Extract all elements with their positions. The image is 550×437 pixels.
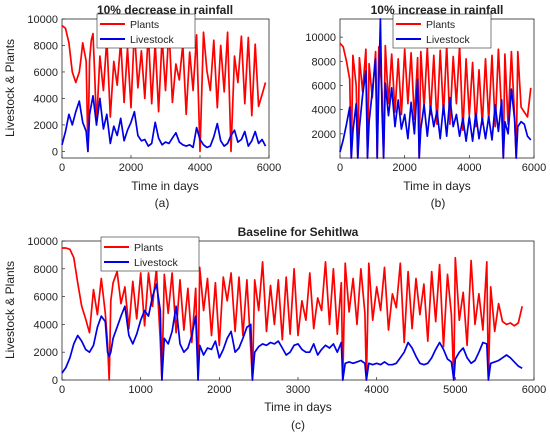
- y-tick-label: 4000: [34, 93, 58, 105]
- legend-b: Plants Livestock: [392, 13, 492, 49]
- y-axis-label-c: Livestock & Plants: [3, 261, 17, 359]
- y-tick-label: 0: [52, 375, 58, 387]
- panel-a: 0 2000 4000 6000 0 2000 4000 6000 8000 10000 10%…: [3, 3, 281, 210]
- x-tick-labels-b: 0 2000 4000 6000: [337, 155, 546, 174]
- legend-label-plants-b: Plants: [426, 19, 455, 31]
- y-tick-label: 4000: [312, 105, 336, 117]
- y-tick-label: 2000: [34, 120, 58, 132]
- x-axis-label-a: Time in days: [131, 179, 199, 193]
- y-tick-labels-b: 2000 4000 6000 8000 10000: [305, 32, 343, 141]
- panel-c: 0 1000 2000 3000 4000 5000 6000 0 2000 4000 6000 8…: [3, 225, 546, 432]
- y-tick-labels-c: 0 2000 4000 6000 8000 10000: [27, 236, 65, 387]
- x-tick-labels-c: 0 1000 2000 3000 4000 5000 6000: [59, 377, 546, 396]
- x-tick-label: 2000: [207, 384, 231, 396]
- panel-b: 0 2000 4000 6000 2000 4000 6000 8000 10000 10% …: [305, 3, 546, 210]
- caption-a: (a): [155, 196, 170, 210]
- y-tick-label: 8000: [312, 56, 336, 68]
- y-tick-label: 4000: [34, 319, 58, 331]
- x-tick-label: 3000: [286, 384, 310, 396]
- y-tick-label: 0: [52, 146, 58, 158]
- chart-title-c: Baseline for Sehitlwa: [238, 225, 359, 239]
- series-lines-c: [61, 247, 524, 381]
- x-tick-label: 4000: [364, 384, 388, 396]
- x-tick-label: 4000: [188, 162, 212, 174]
- y-tick-label: 6000: [34, 67, 58, 79]
- y-tick-label: 10000: [305, 32, 336, 44]
- chart-title-b: 10% increase in rainfall: [371, 3, 504, 17]
- x-tick-label: 4000: [457, 162, 481, 174]
- y-tick-label: 10000: [27, 14, 58, 26]
- x-tick-label: 0: [337, 162, 343, 174]
- x-tick-label: 0: [59, 162, 65, 174]
- y-tick-label: 6000: [312, 80, 336, 92]
- series-line-plants: [61, 24, 267, 153]
- x-axis-label-c: Time in days: [264, 400, 332, 414]
- legend-box-b: [392, 13, 492, 49]
- series-lines-a: [61, 24, 267, 153]
- x-tick-label: 2000: [392, 162, 416, 174]
- legend-label-livestock-c: Livestock: [134, 257, 179, 269]
- x-tick-label: 6000: [522, 162, 546, 174]
- y-tick-label: 8000: [34, 264, 58, 276]
- legend-label-livestock-a: Livestock: [130, 34, 175, 46]
- legend-label-plants-c: Plants: [134, 242, 163, 254]
- legend-c: Plants Livestock: [100, 236, 200, 272]
- x-tick-label: 6000: [257, 162, 281, 174]
- series-lines-b: [339, 18, 532, 159]
- x-tick-label: 2000: [119, 162, 143, 174]
- series-line-plants: [62, 247, 524, 381]
- y-tick-label: 2000: [312, 129, 336, 141]
- x-tick-label: 6000: [522, 384, 546, 396]
- x-tick-label: 1000: [128, 384, 152, 396]
- caption-c: (c): [291, 418, 305, 432]
- legend-label-livestock-b: Livestock: [426, 34, 471, 46]
- y-axis-label-a: Livestock & Plants: [3, 39, 17, 137]
- x-axis-label-b: Time in days: [403, 179, 471, 193]
- y-tick-label: 2000: [34, 347, 58, 359]
- series-line-livestock: [61, 94, 267, 153]
- legend-box-a: [96, 13, 196, 49]
- x-tick-label: 0: [59, 384, 65, 396]
- legend-a: Plants Livestock: [96, 13, 196, 49]
- series-line-livestock: [339, 18, 532, 159]
- chart-title-a: 10% decrease in rainfall: [97, 3, 233, 17]
- y-tick-labels-a: 0 2000 4000 6000 8000 10000: [27, 14, 65, 158]
- caption-b: (b): [431, 196, 446, 210]
- series-line-livestock: [61, 283, 523, 381]
- x-tick-label: 5000: [443, 384, 467, 396]
- y-tick-label: 8000: [34, 40, 58, 52]
- legend-label-plants-a: Plants: [130, 19, 159, 31]
- y-tick-label: 6000: [34, 292, 58, 304]
- legend-box-c: [100, 236, 200, 272]
- y-tick-label: 10000: [27, 236, 58, 248]
- x-tick-labels-a: 0 2000 4000 6000: [59, 155, 281, 174]
